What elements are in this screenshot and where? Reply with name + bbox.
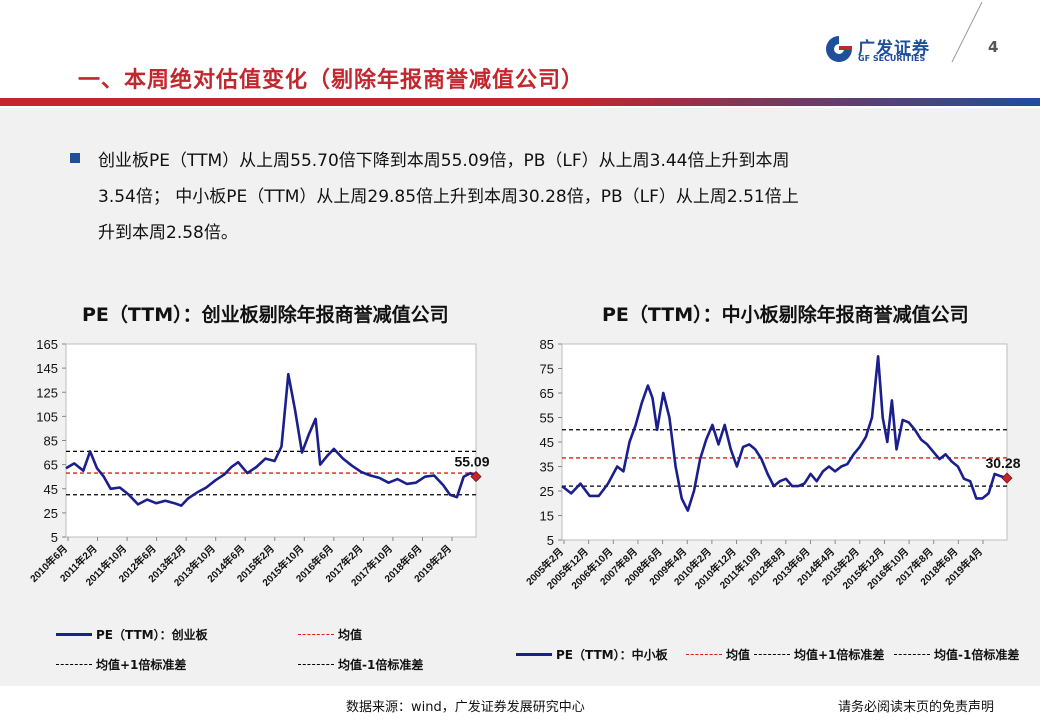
y-tick-label: 65 xyxy=(540,386,554,401)
legend-label: 均值-1倍标准差 xyxy=(338,658,424,672)
legend-swatch-mean xyxy=(686,654,722,655)
y-tick-label: 165 xyxy=(36,337,58,352)
y-tick-label: 25 xyxy=(44,506,58,521)
series-line xyxy=(561,354,1008,512)
legend-swatch-minus1sd xyxy=(298,664,334,665)
y-tick-label: 145 xyxy=(36,361,58,376)
chart-0-group: 1651451251058565452552010年6月2011年2月2011年… xyxy=(27,337,490,589)
legend-label: 均值+1倍标准差 xyxy=(96,658,187,672)
legend-series-sme: PE（TTM）：中小板 xyxy=(516,646,668,663)
legend-minus1sd-sme: 均值-1倍标准差 xyxy=(894,646,1019,663)
logo-cn-text: 广发证券 xyxy=(858,39,930,59)
bullet-paragraph: 创业板PE（TTM）从上周55.70倍下降到本周55.09倍，PB（LF）从上周… xyxy=(98,143,978,251)
logo-en-text: GF SECURITIES xyxy=(858,54,926,63)
page-number: 4 xyxy=(988,38,999,56)
header-divider-slash xyxy=(951,2,983,62)
gf-logo-mark-icon xyxy=(826,36,852,62)
last-value-label: 55.09 xyxy=(454,454,489,470)
slide-header: 广发证券 GF SECURITIES 4 一、本周绝对估值变化（剔除年报商誉减值… xyxy=(0,0,1040,108)
title-underline-bar xyxy=(0,98,1040,106)
last-value-label: 30.28 xyxy=(985,455,1020,471)
legend-swatch-series xyxy=(516,653,552,656)
y-tick-label: 75 xyxy=(540,362,554,377)
y-tick-label: 85 xyxy=(540,337,554,352)
chart-title-sme: PE（TTM）：中小板剔除年报商誉减值公司 xyxy=(602,304,969,326)
legend-label: PE（TTM）：中小板 xyxy=(556,648,668,662)
legend-swatch-series xyxy=(56,633,92,636)
legend-plus1sd-chinext: 均值+1倍标准差 xyxy=(56,656,186,673)
legend-mean-chinext: 均值 xyxy=(298,626,362,643)
data-source-note: 数据来源：wind，广发证券发展研究中心 xyxy=(346,700,585,715)
legend-mean-sme: 均值 xyxy=(686,646,750,663)
y-tick-label: 45 xyxy=(540,435,554,450)
bullet-square-icon xyxy=(70,153,80,163)
legend-swatch-plus1sd xyxy=(56,664,92,665)
y-tick-label: 45 xyxy=(44,482,58,497)
legend-label: 均值+1倍标准差 xyxy=(794,648,885,662)
legend-label: 均值-1倍标准差 xyxy=(934,648,1020,662)
legend-swatch-minus1sd xyxy=(894,654,930,655)
legend-minus1sd-chinext: 均值-1倍标准差 xyxy=(298,656,423,673)
legend-swatch-plus1sd xyxy=(754,654,790,655)
legend-series-chinext: PE（TTM）：创业板 xyxy=(56,626,208,643)
legend-label: PE（TTM）：创业板 xyxy=(96,628,208,642)
y-tick-label: 15 xyxy=(540,509,554,524)
legend-label: 均值 xyxy=(726,648,751,662)
y-tick-label: 5 xyxy=(51,530,58,545)
disclaimer-link[interactable]: 请务必阅读末页的免责声明 xyxy=(838,700,995,715)
gf-logo: 广发证券 GF SECURITIES xyxy=(824,34,940,68)
series-line xyxy=(65,372,477,507)
plot-area xyxy=(561,343,1008,541)
y-tick-label: 25 xyxy=(540,484,554,499)
slide-title: 一、本周绝对估值变化（剔除年报商誉减值公司） xyxy=(78,68,585,93)
footer-bar xyxy=(0,686,1040,720)
legend-label: 均值 xyxy=(338,628,363,642)
plot-area xyxy=(65,343,477,538)
y-tick-label: 105 xyxy=(36,409,58,424)
bullet-line-3: 升到本周2.58倍。 xyxy=(98,223,238,243)
y-tick-label: 65 xyxy=(44,458,58,473)
y-tick-label: 35 xyxy=(540,460,554,475)
bullet-line-2: 3.54倍； 中小板PE（TTM）从上周29.85倍上升到本周30.28倍，PB… xyxy=(98,187,799,207)
last-point-marker xyxy=(470,471,482,483)
bullet-line-1: 创业板PE（TTM）从上周55.70倍下降到本周55.09倍，PB（LF）从上周… xyxy=(98,151,790,171)
y-tick-label: 125 xyxy=(36,385,58,400)
legend-plus1sd-sme: 均值+1倍标准差 xyxy=(754,646,884,663)
y-tick-label: 5 xyxy=(547,533,554,548)
last-point-marker xyxy=(1001,472,1013,484)
y-tick-label: 85 xyxy=(44,434,58,449)
chart-title-chinext: PE（TTM）：创业板剔除年报商誉减值公司 xyxy=(82,304,449,326)
chart-1-group: 857565554535251552005年2月2005年12月2006年10月… xyxy=(523,337,1021,592)
y-tick-label: 55 xyxy=(540,411,554,426)
legend-swatch-mean xyxy=(298,634,334,635)
